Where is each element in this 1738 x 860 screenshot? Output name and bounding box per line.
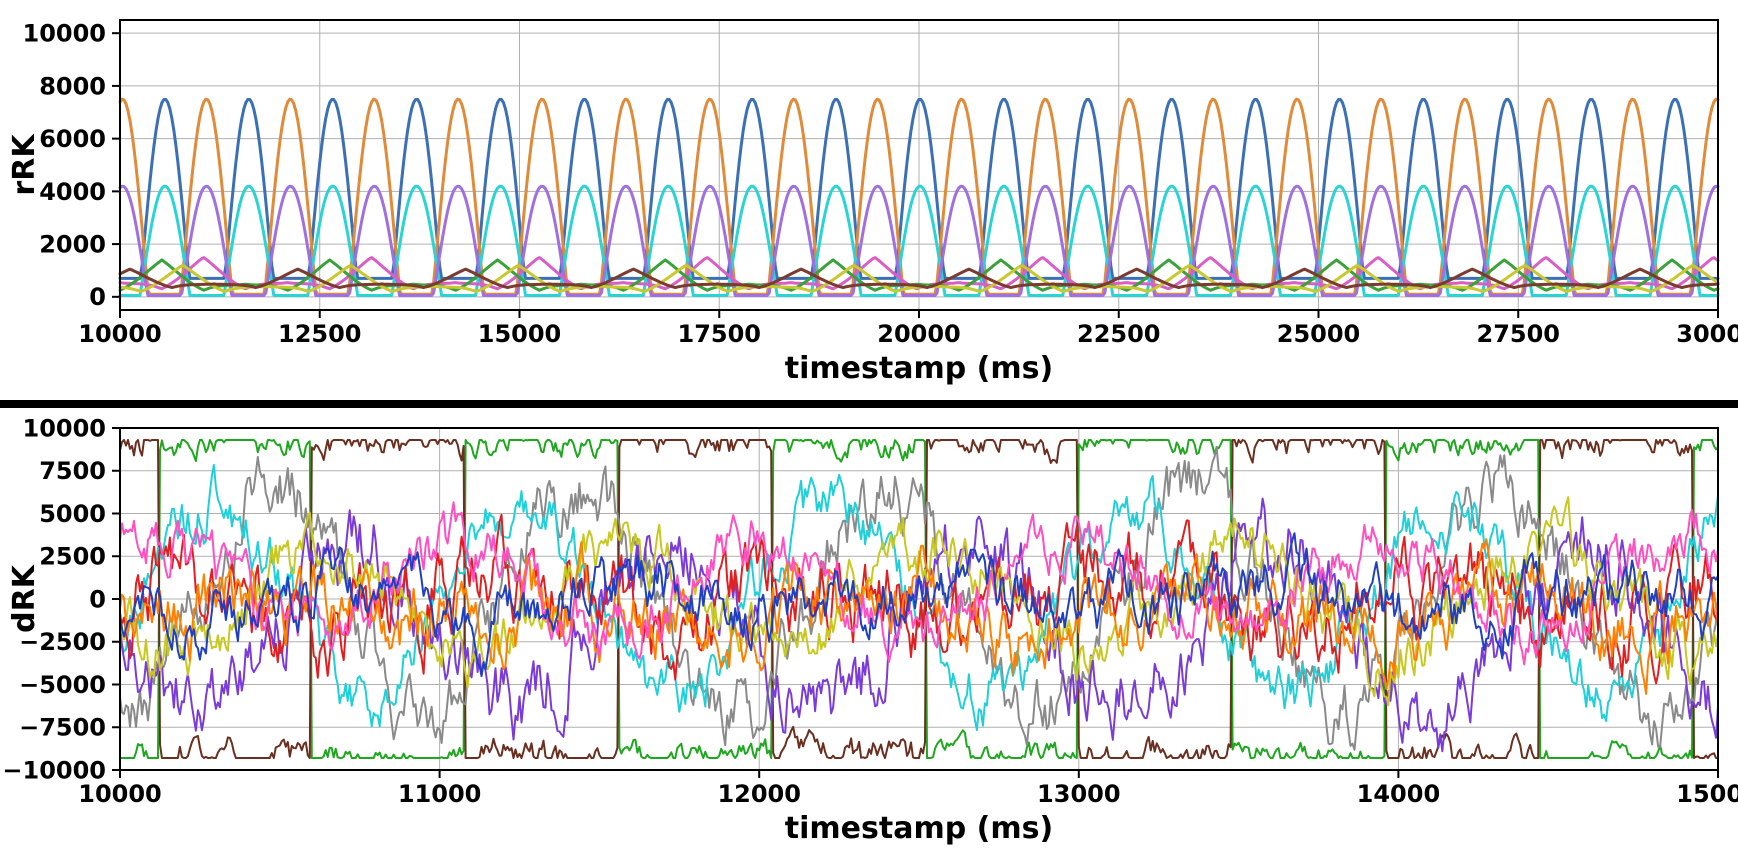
y-tick-label: 4000 [39,178,106,206]
y-tick-label: 5000 [39,500,106,528]
x-axis: 100001100012000130001400015000 [78,770,1738,808]
x-tick-label: 30000 [1676,320,1738,348]
y-tick-label: 10000 [23,414,107,442]
bottom-chart-panel: 10000 11000 12000 13000 14000 15000 −10000 −750… [0,408,1738,860]
x-tick-label: 20000 [877,320,961,348]
x-tick-label: 10000 [78,320,162,348]
x-tick-label: 14000 [1357,780,1441,808]
y-tick-label: 10000 [23,20,107,48]
y-tick-label: −7500 [19,714,106,742]
x-tick-label: 15000 [1676,780,1738,808]
x-tick-label: 17500 [678,320,762,348]
y-tick-label: 0 [89,283,106,311]
y-axis-label: dRK [7,563,42,633]
x-tick-label: 15000 [478,320,562,348]
y-tick-label: −5000 [19,671,106,699]
x-tick-label: 13000 [1037,780,1121,808]
chart-svg: 1000012500150001750020000225002500027500… [0,0,1738,400]
x-tick-label: 12500 [278,320,362,348]
figure: 1000012500150001750020000225002500027500… [0,0,1738,860]
y-tick-label: 7500 [39,457,106,485]
top-chart-panel: 1000012500150001750020000225002500027500… [0,0,1738,400]
x-tick-label: 11000 [398,780,482,808]
y-tick-label: 6000 [39,125,106,153]
y-tick-label: 0 [89,585,106,613]
y-tick-label: −10000 [2,756,106,784]
y-axis-label: rRK [7,133,42,196]
panel-divider [0,400,1738,408]
x-axis-label: timestamp (ms) [785,811,1053,846]
x-axis-label: timestamp (ms) [785,351,1053,386]
x-tick-label: 22500 [1077,320,1161,348]
y-tick-label: 8000 [39,72,106,100]
x-axis: 10000 12500 15000 17500 20000 22500 25000 27500… [78,310,1738,348]
x-tick-label: 12000 [717,780,801,808]
x-tick-label: 25000 [1277,320,1361,348]
y-tick-label: 2000 [39,230,106,258]
chart-svg: 10000 11000 12000 13000 14000 15000 −10000 −750… [0,408,1738,860]
x-tick-label: 27500 [1477,320,1561,348]
y-tick-label: 2500 [39,543,106,571]
